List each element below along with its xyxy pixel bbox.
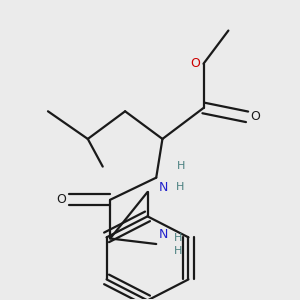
Text: O: O [56,193,66,206]
Text: H: H [177,161,186,171]
Text: N: N [159,228,169,241]
Text: H: H [174,232,182,242]
Text: H: H [174,246,182,256]
Text: O: O [190,57,200,70]
Text: N: N [159,181,169,194]
Text: H: H [176,182,184,192]
Text: O: O [250,110,260,123]
